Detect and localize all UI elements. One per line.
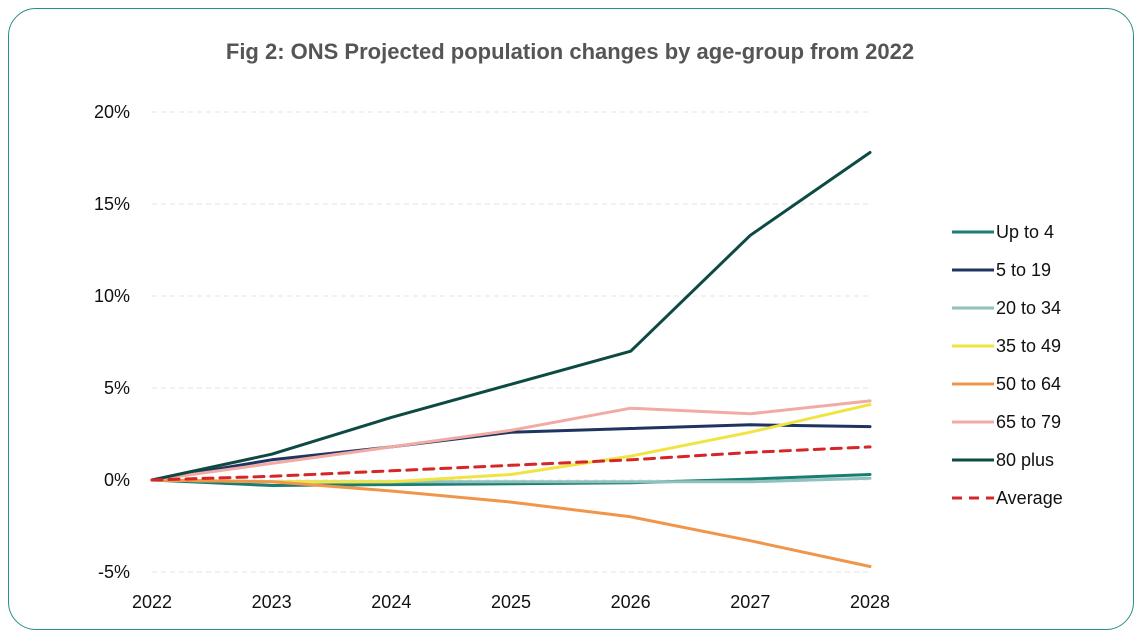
y-tick-label: 15% <box>94 194 130 214</box>
series-line-0 <box>150 473 872 487</box>
legend: Up to 4 5 to 19 20 to 34 35 to 49 50 to 64 65… <box>952 222 1063 508</box>
series-line-4 <box>150 478 872 568</box>
legend-label: 80 plus <box>996 450 1054 470</box>
chart-title: Fig 2: ONS Projected population changes … <box>226 39 914 64</box>
legend-label: 5 to 19 <box>996 260 1051 280</box>
x-tick-label: 2027 <box>730 592 770 612</box>
y-axis-ticks: -5% 0% 5% 10% 15% 20% <box>94 102 130 582</box>
legend-label: Average <box>996 488 1063 508</box>
y-tick-label: 5% <box>104 378 130 398</box>
y-tick-label: 0% <box>104 470 130 490</box>
x-tick-label: 2025 <box>491 592 531 612</box>
x-axis-ticks: 2022 2023 2024 2025 2026 2027 2028 <box>132 592 890 612</box>
legend-label: Up to 4 <box>996 222 1054 242</box>
x-tick-label: 2028 <box>850 592 890 612</box>
x-tick-label: 2026 <box>611 592 651 612</box>
y-tick-label: -5% <box>98 562 130 582</box>
legend-label: 50 to 64 <box>996 374 1061 394</box>
series-line-3 <box>150 403 872 484</box>
series-line-7 <box>150 445 872 482</box>
series-line-6 <box>150 151 872 482</box>
series-lines <box>150 151 872 568</box>
x-tick-label: 2022 <box>132 592 172 612</box>
legend-label: 20 to 34 <box>996 298 1061 318</box>
series-line-1 <box>150 423 872 482</box>
y-tick-label: 10% <box>94 286 130 306</box>
x-tick-label: 2024 <box>371 592 411 612</box>
legend-label: 35 to 49 <box>996 336 1061 356</box>
legend-label: 65 to 79 <box>996 412 1061 432</box>
series-line-5 <box>150 399 872 482</box>
x-tick-label: 2023 <box>252 592 292 612</box>
y-tick-label: 20% <box>94 102 130 122</box>
